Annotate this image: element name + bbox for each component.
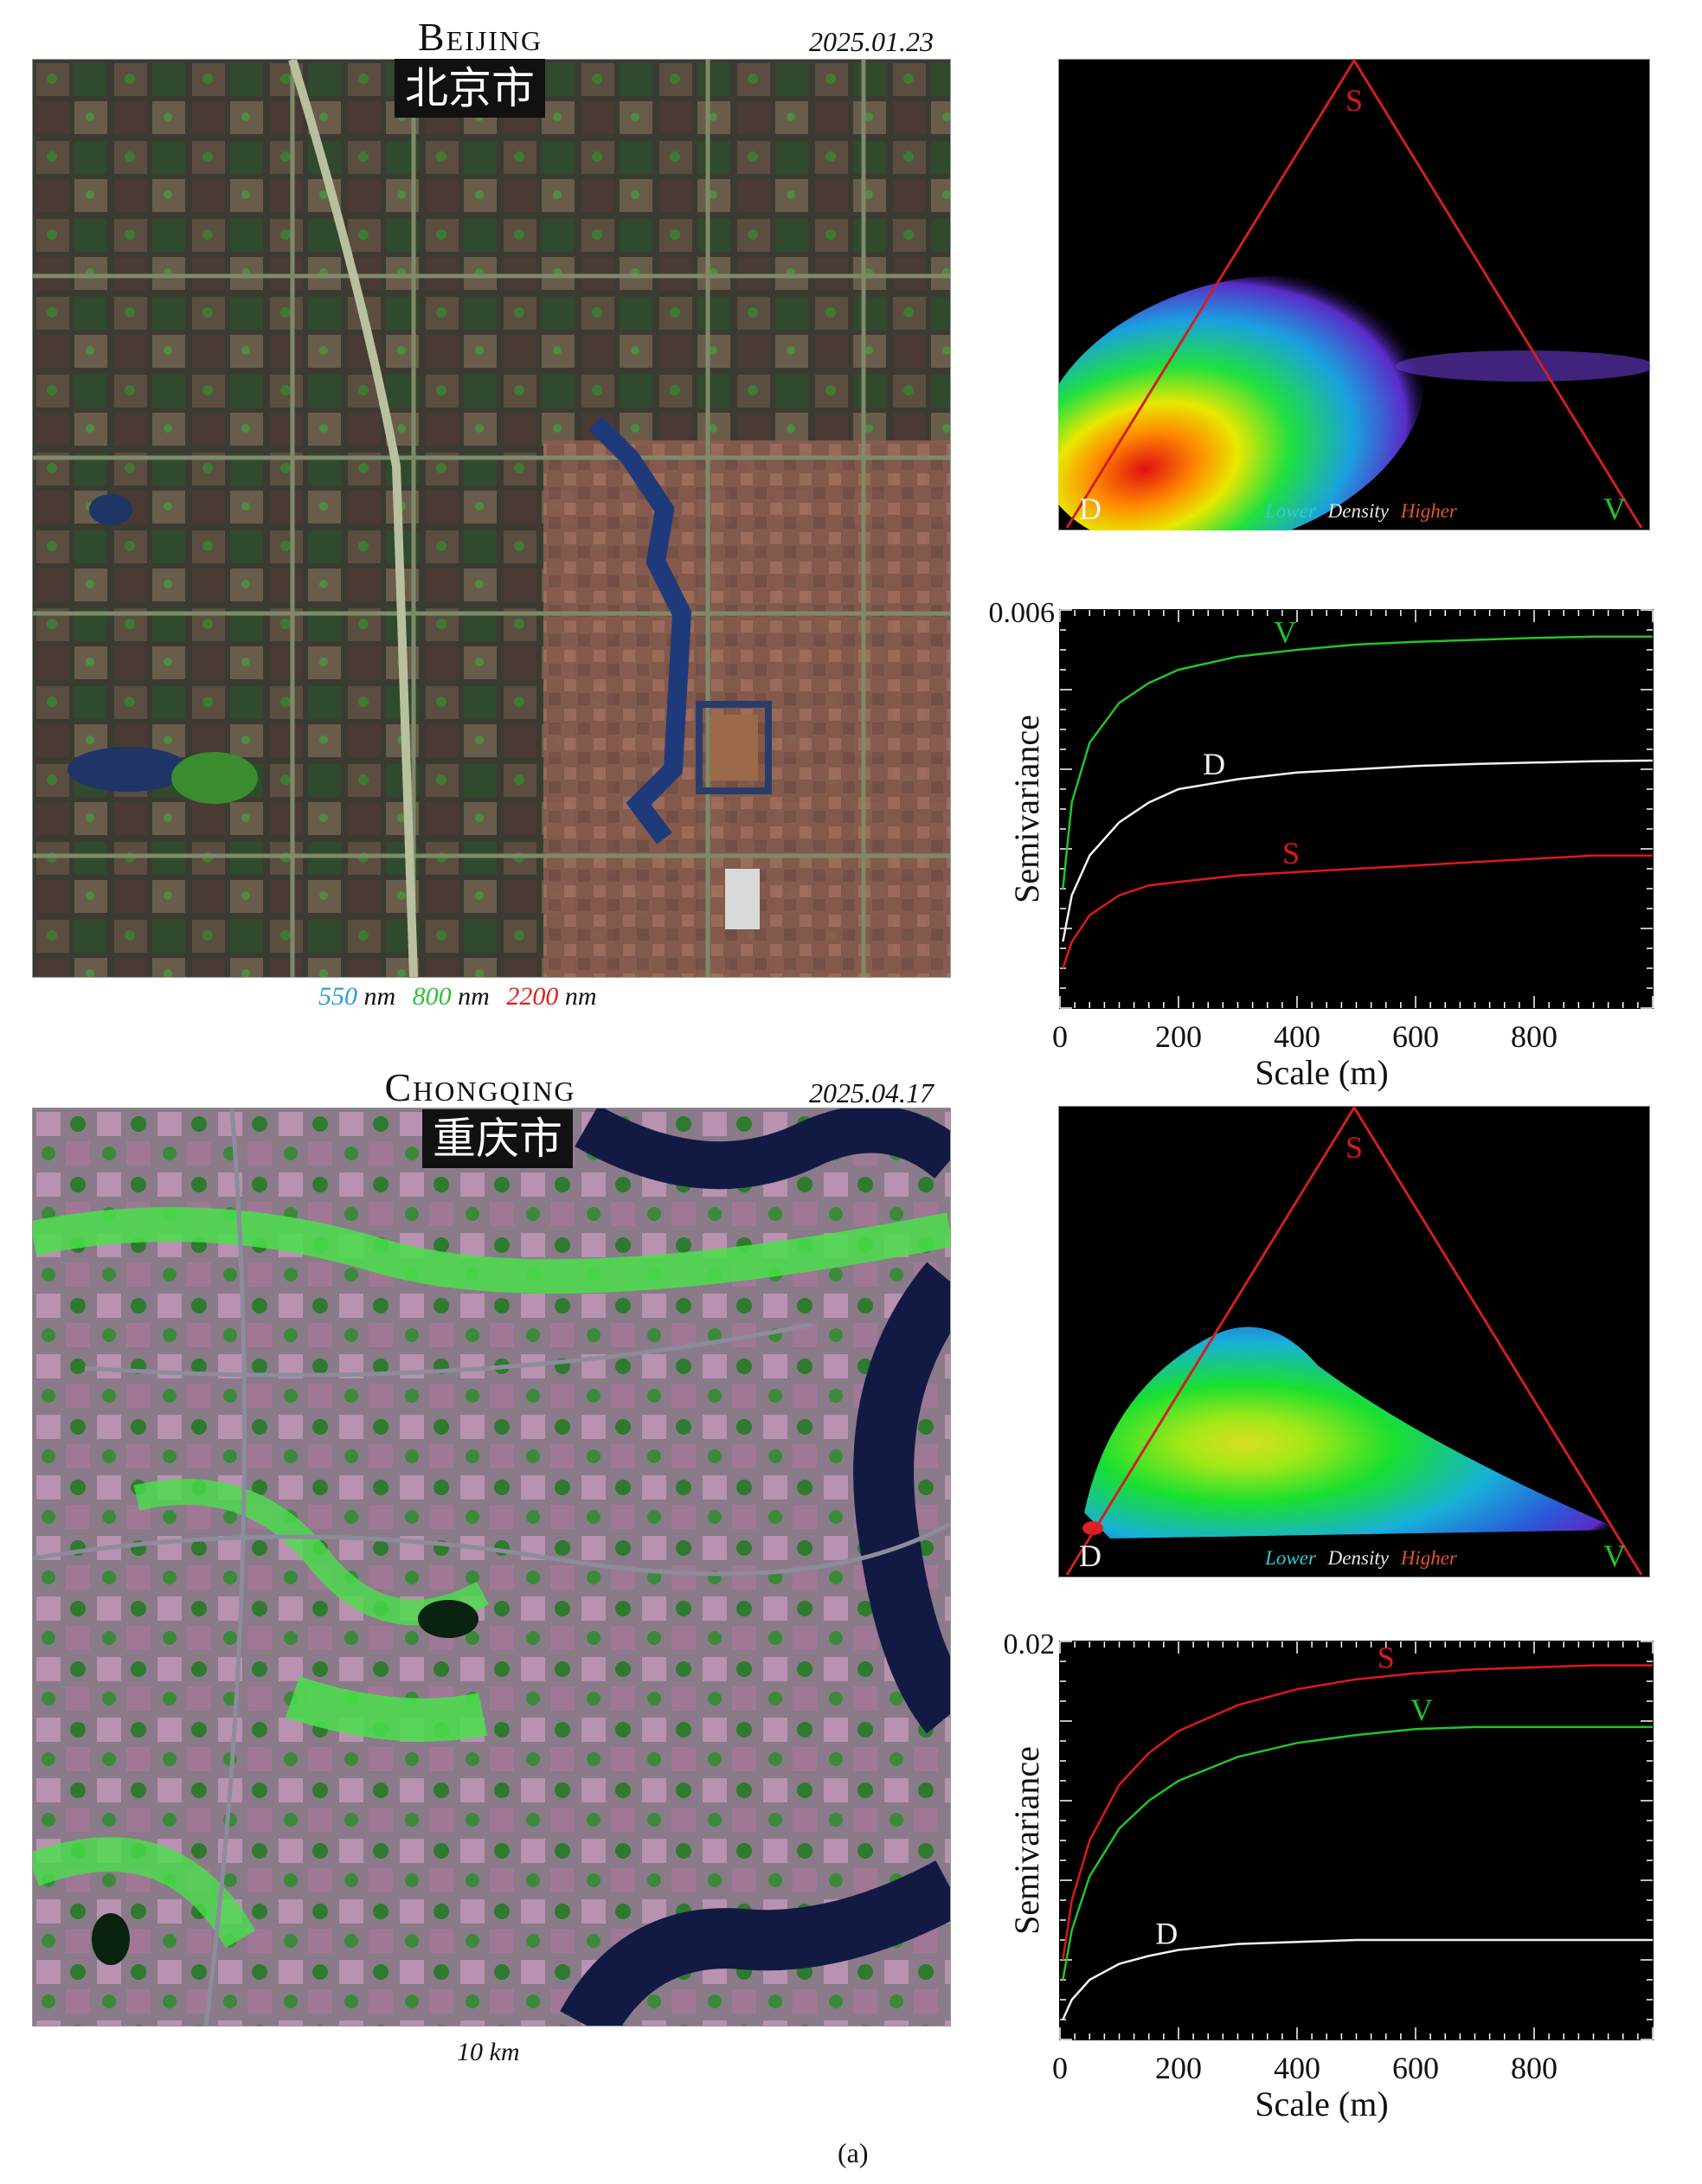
legend-density: Density bbox=[1327, 1547, 1390, 1569]
series-label-D: D bbox=[1203, 747, 1225, 781]
date-chongqing: 2025.04.17 bbox=[809, 1077, 934, 1108]
series-line-S bbox=[1062, 1664, 1653, 1961]
density-legend: Lower Density Higher bbox=[1264, 500, 1458, 522]
x-tick-label: 200 bbox=[1155, 2051, 1202, 2085]
city-title-chongqing: Chongqing bbox=[384, 1065, 576, 1109]
band-800: 800 bbox=[412, 982, 452, 1011]
legend-lower: Lower bbox=[1264, 500, 1317, 522]
band-legend: 550 nm 800 nm 2200 nm bbox=[318, 982, 597, 1012]
city-title-beijing: Beijing bbox=[417, 15, 543, 59]
legend-higher: Higher bbox=[1400, 1547, 1458, 1569]
x-tick-label: 800 bbox=[1511, 2051, 1557, 2085]
y-axis-label: Semivariance bbox=[1007, 715, 1046, 903]
x-tick-label: 800 bbox=[1511, 1019, 1557, 1054]
x-tick-label: 400 bbox=[1274, 2051, 1320, 2085]
x-tick-label: 600 bbox=[1392, 2051, 1439, 2085]
satellite-map-beijing bbox=[32, 59, 951, 978]
city-name-zh-chongqing: 重庆市 bbox=[422, 1109, 573, 1168]
x-tick-label: 400 bbox=[1274, 1019, 1320, 1054]
vertex-label-d: D bbox=[1079, 491, 1101, 526]
band-unit: nm bbox=[564, 982, 597, 1011]
x-tick-label: 0 bbox=[1052, 1019, 1068, 1054]
series-label-V: V bbox=[1410, 1693, 1433, 1727]
date-beijing: 2025.01.23 bbox=[809, 26, 934, 57]
legend-density: Density bbox=[1327, 500, 1390, 522]
series-line-D bbox=[1062, 759, 1654, 942]
band-unit: nm bbox=[458, 982, 490, 1011]
satellite-map-chongqing bbox=[32, 1108, 951, 2027]
y-tick-label: 0.02 bbox=[1004, 1628, 1056, 1660]
band-2200: 2200 bbox=[506, 982, 559, 1011]
series-label-S: S bbox=[1378, 1640, 1395, 1674]
semivariance-chart-chongqing: SV D 0 200 400 600 800 0.02 Scale (m) Semivarianc… bbox=[1004, 1628, 1654, 2123]
series-label-S: S bbox=[1282, 836, 1300, 870]
series-line-V bbox=[1062, 635, 1653, 890]
apex-label-s: S bbox=[1346, 1130, 1363, 1165]
x-tick-label: 600 bbox=[1392, 1019, 1439, 1054]
plot-area bbox=[1059, 1641, 1654, 2040]
series-label-V: V bbox=[1274, 615, 1296, 650]
scale-bar-label: 10 km bbox=[457, 2038, 520, 2066]
band-unit: nm bbox=[363, 982, 396, 1011]
legend-higher: Higher bbox=[1400, 500, 1458, 522]
figure-caption: (a) bbox=[838, 2137, 869, 2168]
x-tick-label: 0 bbox=[1052, 2051, 1068, 2085]
apex-label-s: S bbox=[1346, 83, 1363, 118]
plot-area bbox=[1059, 609, 1654, 1009]
band-550: 550 bbox=[318, 982, 357, 1011]
series-line-V bbox=[1062, 1725, 1653, 1981]
city-name-zh-beijing: 北京市 bbox=[395, 59, 545, 118]
series-line-S bbox=[1062, 854, 1653, 969]
vertex-label-d: D bbox=[1079, 1538, 1101, 1573]
legend-lower: Lower bbox=[1264, 1547, 1317, 1569]
y-tick-label: 0.006 bbox=[989, 597, 1056, 629]
density-legend: Lower Density Higher bbox=[1264, 1547, 1458, 1569]
y-axis-label: Semivariance bbox=[1007, 1746, 1046, 1935]
x-tick-label: 200 bbox=[1155, 1019, 1202, 1054]
vertex-label-v: V bbox=[1603, 1538, 1626, 1573]
ternary-density-plot-beijing: S D V Lower Density Higher bbox=[1058, 59, 1650, 530]
semivariance-chart-beijing: V D S 0 200 400 600 800 0.006 Scale (m) Semivarian… bbox=[989, 597, 1654, 1092]
series-label-D: D bbox=[1155, 1916, 1178, 1950]
series-line-D bbox=[1062, 1938, 1653, 2020]
x-axis-label: Scale (m) bbox=[1255, 1053, 1388, 1092]
vertex-label-v: V bbox=[1603, 491, 1626, 526]
ternary-density-plot-chongqing: S D V Lower Density Higher bbox=[1058, 1106, 1650, 1577]
x-axis-label: Scale (m) bbox=[1255, 2084, 1388, 2123]
